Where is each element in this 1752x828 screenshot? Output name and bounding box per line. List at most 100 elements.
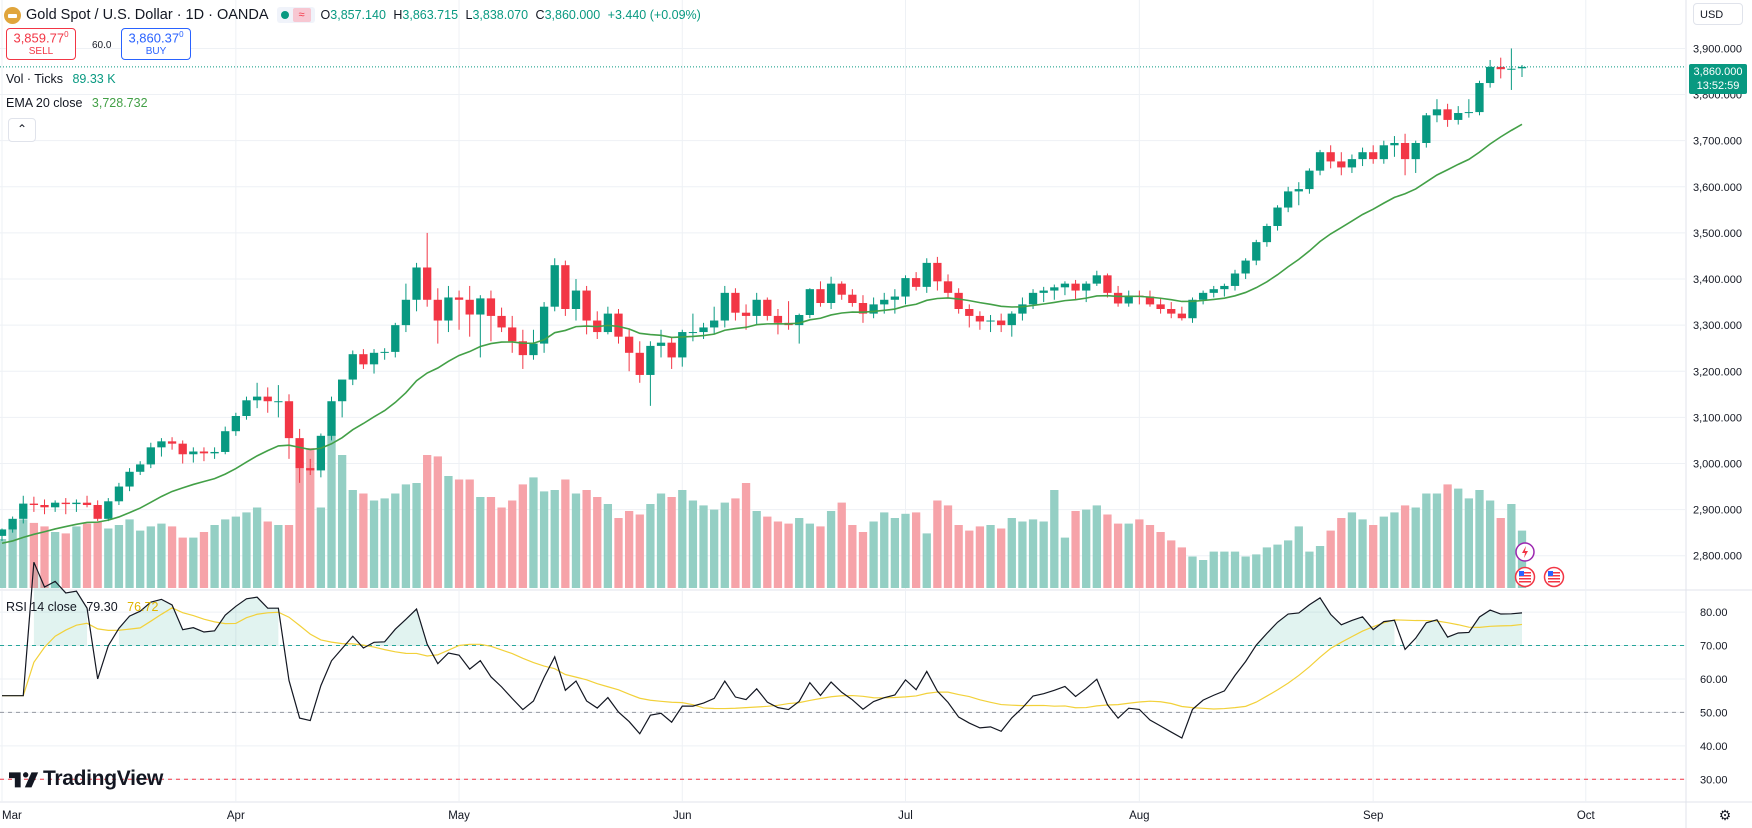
candle-body — [1241, 260, 1250, 274]
volume-bar — [1230, 551, 1240, 588]
candle-body — [880, 299, 889, 305]
candle-body — [837, 283, 846, 295]
open-value: 3,857.140 — [330, 8, 386, 22]
gear-icon[interactable]: ⚙ — [1718, 807, 1732, 823]
volume-bar — [210, 525, 219, 588]
candle-body — [656, 342, 666, 346]
volume-bar — [1284, 540, 1293, 588]
candle-body — [125, 471, 134, 487]
candle-body — [401, 299, 411, 326]
candle-body — [943, 281, 953, 293]
volume-bar — [784, 523, 793, 588]
volume-bar — [858, 532, 868, 588]
candle-body — [146, 447, 155, 465]
volume-bar — [1347, 512, 1357, 588]
candle-body — [231, 415, 240, 432]
price-tick-label: 3,500.000 — [1693, 228, 1742, 240]
volume-bar — [136, 530, 145, 588]
low-label: L — [465, 8, 473, 22]
rsi-tick-label: 60.00 — [1700, 674, 1728, 686]
rsi-tick-label: 80.00 — [1700, 607, 1728, 619]
rsi-legend[interactable]: RSI 14 close 79.30 76.72 — [6, 600, 158, 614]
sell-button[interactable]: 3,859.770 SELL — [6, 28, 76, 60]
tradingview-mark-icon — [9, 772, 39, 788]
volume-bar — [252, 507, 262, 588]
candle-body — [274, 401, 283, 403]
candle-body — [911, 278, 921, 287]
volume-bar — [1007, 518, 1016, 588]
collapse-legend-button[interactable]: ⌃ — [8, 118, 36, 142]
candle-body — [922, 262, 931, 287]
candle-body — [189, 451, 198, 455]
volume-bar — [1028, 519, 1038, 588]
open-label: O — [320, 8, 331, 22]
candle-body — [61, 502, 70, 505]
rsi-line — [2, 561, 1523, 739]
volume-bar — [1454, 488, 1463, 588]
us-flag-icon — [1514, 566, 1536, 588]
candle-body — [773, 315, 783, 323]
volume-bar — [1071, 511, 1080, 588]
volume-bar — [837, 502, 846, 588]
candle-body — [954, 292, 963, 309]
candle-body — [40, 504, 49, 508]
currency-button[interactable]: USD — [1693, 3, 1743, 25]
buy-label: BUY — [145, 46, 167, 58]
candle-body — [423, 267, 432, 300]
candle-body — [359, 354, 368, 365]
chevron-up-icon: ⌃ — [16, 122, 28, 136]
volume-bar — [401, 484, 411, 588]
candle-body — [508, 327, 517, 342]
price-tick-label: 3,300.000 — [1693, 320, 1742, 332]
brand-name: TradingView — [43, 767, 164, 790]
volume-bar — [529, 477, 538, 588]
candle-body — [1103, 275, 1112, 293]
volume-bar — [848, 525, 857, 588]
volume-bar — [954, 525, 963, 588]
symbol-title[interactable]: Gold Spot / U.S. Dollar · 1D · OANDA — [26, 7, 269, 23]
candle-body — [816, 289, 825, 304]
lightning-icon-bolt — [1522, 546, 1528, 558]
rsi-tick-label: 70.00 — [1700, 641, 1728, 653]
candle-body — [1454, 113, 1463, 120]
ema-label: EMA 20 close — [6, 96, 83, 110]
candle-body — [263, 396, 272, 402]
volume-bar — [890, 518, 900, 588]
candle-body — [114, 486, 124, 502]
volume-label: Vol · Ticks — [6, 72, 63, 86]
volume-bar — [40, 526, 49, 588]
candle-body — [848, 294, 857, 304]
close-value: 3,860.000 — [544, 8, 601, 22]
volume-bar — [763, 516, 772, 588]
volume-legend[interactable]: Vol · Ticks 89.33 K — [6, 72, 116, 86]
buy-button[interactable]: 3,860.370 BUY — [121, 28, 191, 60]
buy-price: 3,860.370 — [128, 30, 184, 46]
candle-body — [795, 314, 804, 326]
market-status[interactable]: ≈ — [276, 7, 315, 23]
candle-body — [550, 265, 559, 307]
candle-body — [635, 352, 644, 375]
rsi-tick-label: 40.00 — [1700, 741, 1728, 753]
rsi-tick-label: 30.00 — [1700, 774, 1728, 786]
price-tick-label: 2,800.000 — [1693, 551, 1742, 563]
time-tick-label: Sep — [1363, 810, 1383, 822]
volume-bar — [656, 493, 666, 588]
ema-legend[interactable]: EMA 20 close 3,728.732 — [6, 96, 148, 110]
candle-body — [975, 315, 985, 322]
volume-bar — [8, 526, 17, 588]
candle-body — [82, 502, 92, 505]
candle-body — [337, 379, 347, 402]
volume-bar — [1411, 507, 1420, 588]
candle-body — [8, 518, 17, 530]
rsi-overbought-fill — [374, 609, 428, 646]
candle-body — [518, 341, 527, 356]
candle-body — [1400, 142, 1410, 160]
volume-bar — [1358, 519, 1367, 588]
tradingview-logo[interactable]: TradingView — [9, 766, 163, 792]
volume-bar — [571, 493, 581, 588]
candle-body — [380, 351, 389, 353]
rsi-label: RSI 14 close — [6, 600, 77, 614]
us-flag-stripe — [1519, 578, 1531, 580]
candle-body — [561, 265, 570, 309]
